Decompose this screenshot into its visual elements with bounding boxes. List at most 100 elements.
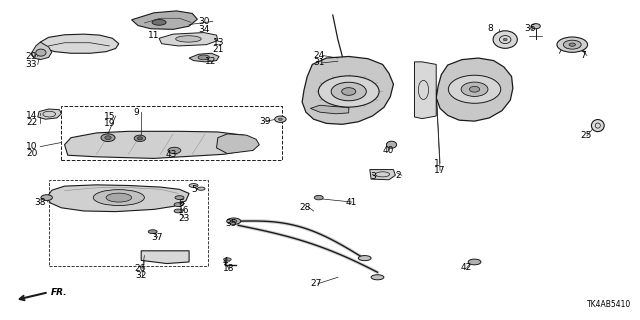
Text: 14: 14 — [26, 111, 38, 120]
Text: 1: 1 — [434, 159, 440, 168]
Ellipse shape — [223, 258, 231, 261]
Polygon shape — [189, 53, 219, 62]
Ellipse shape — [174, 209, 182, 213]
Ellipse shape — [101, 134, 115, 141]
Polygon shape — [436, 58, 513, 121]
Text: 43: 43 — [166, 150, 177, 159]
Text: FR.: FR. — [51, 288, 67, 297]
Text: 24: 24 — [314, 51, 325, 60]
Text: 29: 29 — [25, 52, 36, 61]
Bar — [61, 106, 282, 160]
Ellipse shape — [175, 196, 184, 199]
Text: 8: 8 — [487, 24, 493, 33]
Ellipse shape — [174, 203, 182, 206]
Ellipse shape — [175, 36, 201, 42]
Text: 32: 32 — [135, 271, 146, 280]
Ellipse shape — [134, 135, 146, 141]
Ellipse shape — [152, 20, 166, 25]
Text: 33: 33 — [25, 60, 36, 69]
Polygon shape — [65, 131, 256, 158]
Polygon shape — [47, 185, 189, 212]
Polygon shape — [38, 109, 61, 119]
Ellipse shape — [36, 49, 46, 56]
Polygon shape — [415, 62, 436, 119]
Polygon shape — [40, 34, 119, 53]
Text: 23: 23 — [178, 214, 189, 223]
Text: 4: 4 — [223, 257, 228, 266]
Ellipse shape — [342, 88, 356, 95]
Polygon shape — [310, 105, 349, 114]
Ellipse shape — [468, 259, 481, 265]
Ellipse shape — [275, 116, 286, 123]
Text: 30: 30 — [198, 17, 210, 26]
Ellipse shape — [358, 256, 371, 261]
Polygon shape — [370, 170, 396, 180]
Ellipse shape — [557, 37, 588, 52]
Ellipse shape — [314, 196, 323, 200]
Text: 5: 5 — [191, 185, 196, 194]
Ellipse shape — [591, 120, 604, 132]
Text: 15: 15 — [104, 112, 116, 121]
Polygon shape — [216, 134, 259, 154]
Text: 35: 35 — [225, 219, 237, 228]
Ellipse shape — [461, 82, 488, 96]
Text: 19: 19 — [104, 119, 116, 128]
Ellipse shape — [138, 137, 143, 140]
Ellipse shape — [197, 187, 205, 190]
Text: 12: 12 — [205, 57, 216, 66]
Text: 27: 27 — [310, 279, 322, 288]
Text: 9: 9 — [134, 108, 140, 117]
Ellipse shape — [230, 220, 237, 223]
Text: 6: 6 — [178, 199, 184, 208]
Text: 40: 40 — [383, 146, 394, 155]
Text: 38: 38 — [34, 197, 45, 206]
Text: 37: 37 — [152, 233, 163, 242]
Text: 3: 3 — [370, 172, 376, 181]
Text: 18: 18 — [223, 264, 234, 273]
Polygon shape — [141, 251, 189, 264]
Text: 31: 31 — [314, 58, 325, 67]
Text: 7: 7 — [580, 51, 586, 60]
Ellipse shape — [41, 195, 52, 200]
Text: 41: 41 — [346, 197, 357, 206]
Text: 25: 25 — [580, 131, 592, 140]
Text: 20: 20 — [26, 149, 38, 158]
Text: 42: 42 — [461, 263, 472, 272]
Text: 17: 17 — [434, 166, 445, 175]
Text: 16: 16 — [178, 206, 189, 215]
Text: 34: 34 — [198, 25, 210, 34]
Text: 11: 11 — [148, 31, 159, 40]
Ellipse shape — [469, 86, 479, 92]
Bar — [49, 180, 208, 266]
Polygon shape — [132, 11, 197, 29]
Text: 28: 28 — [300, 203, 311, 212]
Ellipse shape — [387, 141, 397, 148]
Ellipse shape — [278, 118, 282, 120]
Ellipse shape — [105, 136, 111, 140]
Polygon shape — [302, 56, 394, 124]
Ellipse shape — [198, 55, 209, 60]
Ellipse shape — [531, 24, 540, 29]
Polygon shape — [159, 33, 218, 46]
Text: 10: 10 — [26, 142, 38, 151]
Ellipse shape — [449, 75, 500, 103]
Ellipse shape — [106, 193, 132, 202]
Text: 39: 39 — [259, 116, 271, 126]
Ellipse shape — [148, 230, 157, 234]
Ellipse shape — [569, 43, 575, 46]
Ellipse shape — [189, 184, 198, 188]
Ellipse shape — [227, 218, 241, 224]
Ellipse shape — [168, 147, 180, 154]
Ellipse shape — [371, 275, 384, 280]
Ellipse shape — [503, 38, 507, 41]
Text: 26: 26 — [135, 264, 146, 273]
Polygon shape — [31, 42, 52, 60]
Text: 22: 22 — [26, 118, 38, 127]
Text: 13: 13 — [212, 38, 224, 47]
Text: 21: 21 — [212, 45, 224, 54]
Text: 2: 2 — [396, 171, 401, 180]
Ellipse shape — [493, 31, 517, 48]
Ellipse shape — [319, 76, 379, 107]
Ellipse shape — [331, 82, 366, 101]
Ellipse shape — [93, 190, 145, 205]
